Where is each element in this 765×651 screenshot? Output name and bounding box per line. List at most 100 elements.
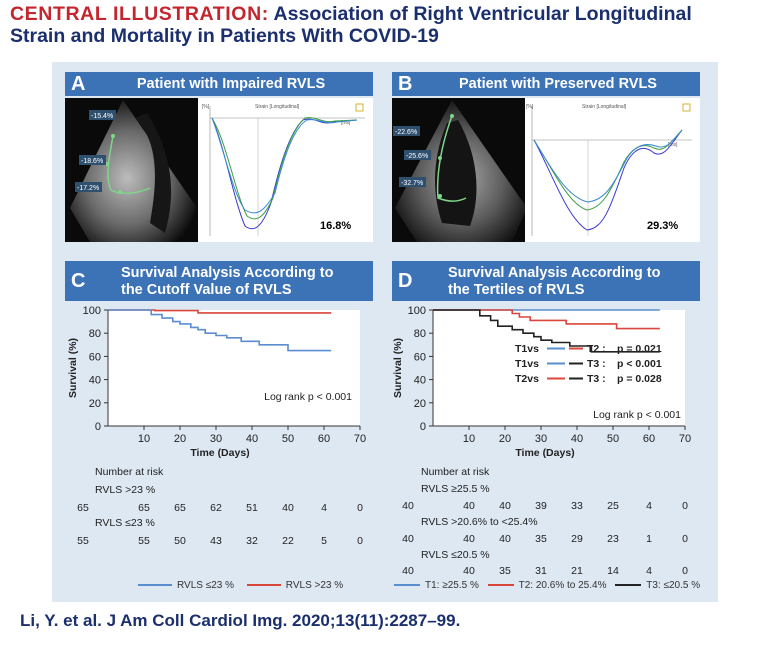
legend-entry: RVLS ≤23 % (177, 580, 235, 591)
risk-table-d: Number at risk RVLS ≥25.5 % 40 40 40 39 33 25… (385, 466, 705, 579)
segment-label: -22.6% (395, 129, 417, 136)
risk-count: 40 (402, 533, 414, 545)
panel-a-header: A Patient with Impaired RVLS (65, 72, 373, 96)
panel-b-title: Patient with Preserved RVLS (459, 76, 657, 92)
risk-count: 40 (499, 500, 511, 512)
panel-d-title-line1: Survival Analysis According to (448, 265, 661, 281)
panel-c-title-line2: the Cutoff Value of RVLS (121, 282, 292, 298)
tracking-point (111, 134, 115, 138)
risk-count: 4 (321, 502, 327, 514)
x-tick-label: 40 (571, 433, 583, 445)
y-tick-label: 80 (89, 328, 101, 340)
strain-curve (533, 129, 683, 211)
risk-count: 65 (174, 502, 186, 514)
risk-count: 55 (138, 535, 150, 547)
risk-row: 40 40 40 39 33 25 4 0 (385, 500, 705, 514)
panel-d-title-line2: the Tertiles of RVLS (448, 282, 585, 298)
panel-b-echo-image: -22.6% -25.6% -32.7% [%] Strain [Longitu… (392, 98, 700, 242)
x-tick-label: 70 (354, 433, 366, 445)
risk-count: 29 (571, 533, 583, 545)
x-axis-label: Time (Days) (190, 447, 249, 459)
strain-plot-title: Strain [Longitudinal] (582, 104, 627, 110)
series-line-2 (108, 309, 332, 352)
tracking-point (450, 114, 454, 118)
risk-count: 50 (174, 535, 186, 547)
risk-count: 14 (607, 565, 619, 577)
strain-curve (533, 129, 683, 203)
risk-table-header: Number at risk (95, 466, 164, 478)
panel-c-title-line1: Survival Analysis According to (121, 265, 334, 281)
panel-b-echo-svg: -22.6% -25.6% -32.7% [%] Strain [Longitu… (393, 98, 700, 242)
comparison-group: T2 : (587, 343, 606, 355)
comparison-group: T3 : (587, 373, 606, 385)
risk-table-header: Number at risk (421, 466, 490, 478)
risk-count: 40 (463, 565, 475, 577)
risk-count: 0 (357, 535, 363, 547)
legend-swatch (394, 584, 420, 587)
strain-unit-label: [%] (202, 104, 210, 110)
y-tick-label: 0 (420, 421, 426, 433)
panel-a-echo-svg: -15.4% -18.6% -17.2% [%] Strain [Longitu… (70, 98, 373, 242)
y-tick-label: 60 (89, 351, 101, 363)
risk-count: 40 (499, 533, 511, 545)
y-tick-label: 20 (89, 398, 101, 410)
ventricle-cavity (435, 120, 477, 226)
tracking-point (118, 190, 122, 194)
y-tick-label: 60 (414, 351, 426, 363)
y-axis-label: Survival (%) (67, 338, 79, 398)
tracking-contour (436, 115, 467, 202)
risk-group-label: RVLS ≤23 % (95, 517, 155, 529)
risk-count: 35 (535, 533, 547, 545)
x-tick-label: 30 (535, 433, 547, 445)
y-tick-label: 20 (414, 398, 426, 410)
segment-label: -32.7% (401, 180, 423, 187)
risk-count: 62 (210, 502, 222, 514)
y-tick-label: 100 (83, 305, 101, 317)
segment-label: -15.4% (91, 113, 113, 120)
risk-row: 65 65 65 62 51 40 4 0 (60, 502, 380, 516)
ventricle-cavity (135, 113, 172, 233)
comparison-p: p < 0.001 (617, 358, 662, 370)
legend-d: T1: ≥25.5 % T2: 20.6% to 25.4% T3: ≤20.5… (384, 580, 700, 591)
risk-count: 65 (138, 502, 150, 514)
risk-count: 22 (282, 535, 294, 547)
risk-count: 43 (210, 535, 222, 547)
comparison-p: p = 0.021 (617, 343, 662, 355)
segment-label: -25.6% (406, 153, 428, 160)
comparison-group: T3 : (587, 358, 606, 370)
risk-group-label: RVLS >23 % (95, 484, 156, 496)
x-tick-label: 70 (679, 433, 691, 445)
legend-c: RVLS ≤23 % RVLS >23 % (128, 580, 343, 591)
survival-chart-c: 0 20 40 60 80 100 10 20 30 40 50 60 70 Time (Days) Sur… (67, 305, 366, 459)
plot-area (108, 310, 360, 426)
y-tick-label: 0 (95, 421, 101, 433)
x-tick-label: 10 (138, 433, 150, 445)
strain-curve (211, 117, 358, 220)
title-line2: Strain and Mortality in Patients With CO… (10, 25, 439, 47)
echo-sector (70, 100, 197, 242)
survival-chart-d: 0 20 40 60 80 100 10 20 30 40 50 60 70 Time (Days) Sur… (392, 305, 691, 459)
y-axis-label: Survival (%) (392, 338, 404, 398)
figure-title: CENTRAL ILLUSTRATION: Association of Rig… (10, 3, 755, 47)
panel-d-header: D Survival Analysis According to the Tert… (392, 261, 700, 301)
risk-count: 0 (682, 533, 688, 545)
risk-count: 55 (77, 535, 89, 547)
x-tick-label: 60 (643, 433, 655, 445)
legend-swatch (246, 584, 281, 587)
plot-marker-box (682, 103, 691, 112)
x-tick-label: 60 (318, 433, 330, 445)
tracking-point (438, 156, 442, 160)
legend-entry: RVLS >23 % (285, 580, 344, 591)
panel-d-letter: D (398, 270, 413, 292)
risk-group-label: RVLS ≥25.5 % (421, 483, 490, 495)
panel-d-title: Survival Analysis According to the Tertil… (448, 265, 694, 299)
segment-label: -18.6% (81, 158, 103, 165)
legend-entry: T2: 20.6% to 25.4% (518, 580, 607, 591)
y-tick-label: 80 (414, 328, 426, 340)
risk-row: 40 40 35 31 21 14 4 0 (385, 565, 705, 579)
panel-c-letter: C (71, 270, 86, 292)
risk-count: 51 (246, 502, 258, 514)
panel-a-letter: A (71, 73, 86, 95)
log-rank-annotation: Log rank p < 0.001 (264, 391, 352, 403)
legend-entry: T1: ≥25.5 % (425, 580, 479, 591)
